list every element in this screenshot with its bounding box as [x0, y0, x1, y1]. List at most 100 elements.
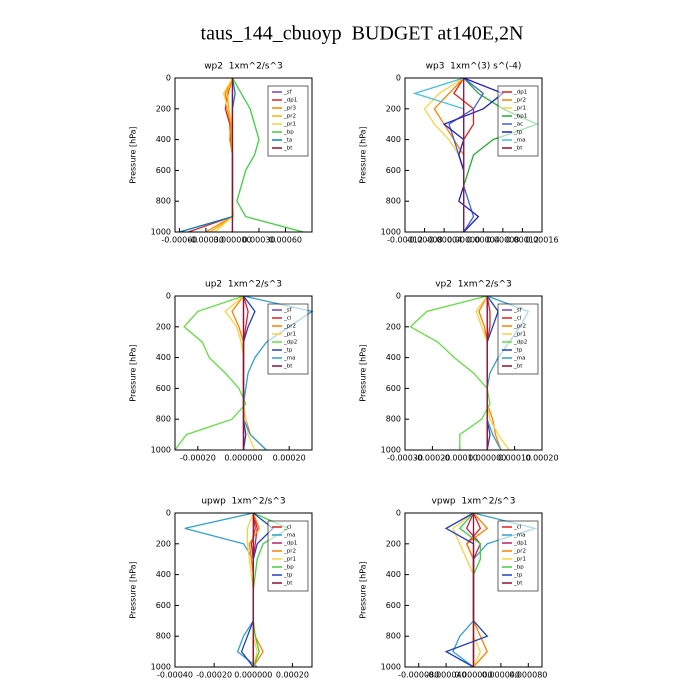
legend-label: _cl: [283, 316, 292, 322]
legend-label: _bt: [513, 146, 523, 152]
profile-line: [442, 77, 505, 233]
legend-label: _ac: [513, 122, 523, 128]
profile-line: [409, 295, 491, 450]
legend-label: _tp: [513, 130, 523, 136]
profile-line: [448, 77, 485, 233]
x-tick-label: 0.00030: [242, 236, 275, 245]
y-tick-label: 800: [386, 415, 401, 424]
y-tick-label: 600: [156, 166, 171, 175]
plot-frame: [174, 77, 313, 233]
legend-label: _pr2: [513, 549, 526, 555]
x-tick-label: 0.00004: [467, 236, 500, 245]
x-tick-label: 0.000000: [224, 454, 262, 463]
y-tick-label: 800: [386, 632, 401, 641]
y-tick-label: 200: [156, 539, 171, 548]
figure-title: taus_144_cbuoyp BUDGET at140E,2N: [201, 23, 524, 45]
x-tick-label: -0.00008: [407, 236, 443, 245]
plot-frame: [174, 295, 313, 451]
plot-frame: [174, 512, 313, 668]
x-tick-label: -0.00020: [180, 454, 216, 463]
panel-title: wp3 1xm^(3) s^(-4): [426, 62, 522, 72]
legend-label: _dp1: [513, 541, 527, 547]
x-tick-label: -0.00040: [157, 671, 193, 680]
y-tick-label: 800: [156, 415, 171, 424]
y-tick-label: 400: [156, 353, 171, 362]
legend-label: _ma: [513, 533, 525, 539]
legend-box: [497, 303, 539, 375]
x-tick-label: 0.00000: [447, 236, 480, 245]
legend-label: _pr1: [283, 557, 296, 563]
legend-label: _pr2: [513, 324, 526, 330]
y-axis-label: Pressure [hPa]: [129, 126, 138, 183]
legend-label: _dp1: [283, 98, 297, 104]
y-tick-label: 600: [156, 601, 171, 610]
y-tick-label: 400: [386, 570, 401, 579]
y-axis-label: Pressure [hPa]: [129, 561, 138, 618]
x-tick-label: 0.000040: [482, 671, 520, 680]
y-tick-label: 200: [386, 104, 401, 113]
legend-label: _bt: [283, 364, 293, 370]
y-axis-label: Pressure [hPa]: [129, 344, 138, 401]
legend-label: _tp: [283, 348, 293, 354]
profile-line: [412, 77, 465, 232]
legend-label: _tp: [283, 573, 293, 579]
y-tick-label: 600: [156, 384, 171, 393]
x-tick-label: -0.000040: [426, 671, 467, 680]
legend-box: [497, 520, 539, 592]
x-tick-label: -0.00060: [161, 236, 197, 245]
legend-label: _pr2: [283, 549, 296, 555]
legend-box: [497, 85, 539, 157]
legend-label: _pr2: [513, 98, 526, 104]
legend-label: _bp1: [513, 114, 527, 120]
legend-label: _bp: [283, 565, 294, 571]
x-tick-label: 0.00020: [273, 454, 306, 463]
x-tick-label: -0.000080: [398, 671, 439, 680]
profile-line: [231, 295, 267, 451]
panel-title: wp2 1xm^2/s^3: [204, 62, 283, 72]
legend-label: _pr1: [513, 557, 526, 563]
x-tick-label: 0.00020: [525, 454, 558, 463]
legend-box: [267, 303, 309, 375]
x-tick-label: -0.00020: [414, 454, 450, 463]
legend-label: _bp: [283, 130, 294, 136]
y-tick-label: 200: [386, 539, 401, 548]
profile-line: [224, 295, 256, 451]
legend-label: _sf: [513, 308, 523, 314]
x-tick-label: -0.00012: [387, 236, 423, 245]
legend-label: _tp: [513, 348, 523, 354]
legend-label: _pr3: [283, 106, 297, 112]
y-tick-label: 0: [396, 74, 401, 83]
x-tick-label: -0.00004: [426, 236, 462, 245]
legend-label: _dp1: [283, 541, 297, 547]
panel-title: vp2 1xm^2/s^3: [435, 280, 512, 290]
x-tick-label: 0.00008: [486, 236, 519, 245]
profile-line: [184, 512, 258, 668]
legend-label: _ma: [513, 356, 525, 362]
y-tick-label: 800: [156, 197, 171, 206]
y-tick-label: 0: [396, 292, 401, 301]
legend-label: _bt: [283, 146, 293, 152]
y-tick-label: 1000: [381, 228, 401, 237]
y-tick-label: 800: [386, 197, 401, 206]
legend-label: _cl: [513, 316, 522, 322]
x-tick-label: 0.000080: [509, 671, 547, 680]
panel-title: up2 1xm^2/s^3: [205, 280, 282, 290]
legend-label: _dp1: [513, 90, 527, 96]
legend-label: _dp2: [513, 340, 527, 346]
y-tick-label: 1000: [381, 663, 401, 672]
legend-label: _bt: [513, 364, 523, 370]
x-tick-label: 0.00060: [269, 236, 302, 245]
profile-line: [214, 77, 234, 233]
profile-line: [423, 77, 465, 232]
legend-label: _pr1: [283, 122, 296, 128]
legend-box: [267, 520, 309, 592]
legend-label: _cl: [283, 525, 292, 531]
profile-line: [209, 77, 235, 233]
legend-label: _cl: [513, 525, 522, 531]
y-tick-label: 400: [156, 570, 171, 579]
legend-label: _sf: [283, 308, 293, 314]
x-tick-label: -0.00030: [188, 236, 224, 245]
legend-label: _pr1: [513, 332, 526, 338]
